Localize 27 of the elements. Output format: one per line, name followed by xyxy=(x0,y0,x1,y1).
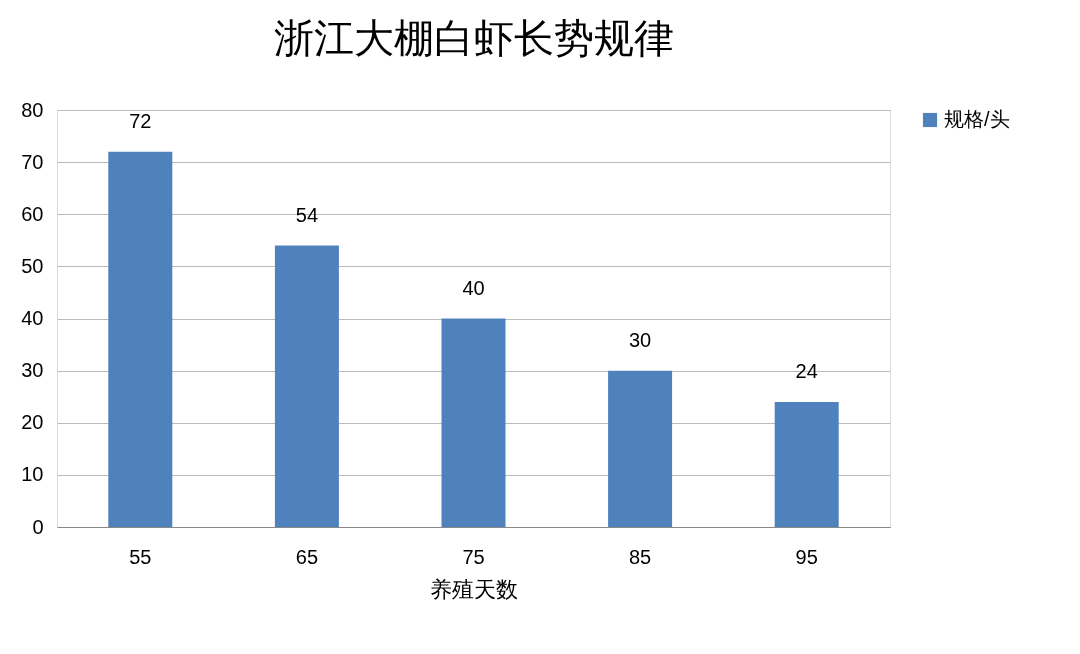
data-label: 72 xyxy=(129,109,152,132)
x-tick-label: 85 xyxy=(628,545,652,568)
x-axis-title: 养殖天数 xyxy=(430,576,518,602)
x-tick-label: 75 xyxy=(462,545,485,568)
bar xyxy=(441,318,506,527)
bar xyxy=(274,245,339,527)
data-label: 54 xyxy=(295,203,319,226)
y-tick-label: 0 xyxy=(32,515,44,538)
chart-title: 浙江大棚白虾长势规律 xyxy=(273,16,674,60)
legend-label: 规格/头 xyxy=(944,108,1010,130)
y-tick-label: 20 xyxy=(21,411,44,434)
y-tick-label: 60 xyxy=(21,202,44,225)
bar xyxy=(608,370,673,527)
y-tick-label: 70 xyxy=(21,150,44,173)
y-tick-label: 40 xyxy=(21,307,44,329)
y-tick-label: 30 xyxy=(21,359,44,382)
data-label: 24 xyxy=(795,359,818,382)
data-label: 40 xyxy=(462,276,485,299)
data-label: 30 xyxy=(628,328,652,351)
x-tick-label: 55 xyxy=(129,545,152,568)
bar xyxy=(774,401,839,527)
y-tick-label: 80 xyxy=(21,98,44,121)
x-tick-label: 65 xyxy=(295,545,319,568)
bar xyxy=(108,151,173,527)
y-tick-label: 10 xyxy=(21,463,44,486)
x-tick-label: 95 xyxy=(795,545,818,568)
y-tick-label: 50 xyxy=(21,254,44,277)
